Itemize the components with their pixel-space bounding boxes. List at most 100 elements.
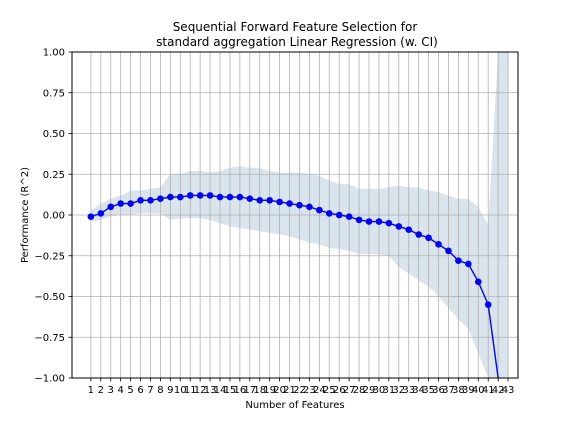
x-tick-label: 15: [224, 385, 237, 396]
x-tick-label: 13: [204, 385, 217, 396]
x-tick-label: 11: [184, 385, 197, 396]
data-point: [276, 198, 283, 206]
data-point: [306, 203, 313, 211]
x-axis-ticks: 1 2 3 4 5 6 7 8 9 1011121314151617181920212223242…: [88, 378, 515, 396]
data-point: [365, 218, 373, 225]
data-point: [206, 192, 214, 199]
data-point: [196, 192, 204, 199]
x-tick-label: 43: [502, 385, 515, 396]
data-point: [474, 278, 482, 286]
data-point: [455, 257, 462, 264]
x-tick-label: 36: [432, 385, 445, 396]
x-tick-label: 30: [373, 385, 386, 396]
data-point: [415, 231, 422, 238]
data-point: [256, 197, 264, 204]
data-point: [117, 200, 124, 207]
x-tick-label: 28: [353, 385, 366, 396]
y-tick-label: 1.00: [43, 48, 65, 59]
y-tick-label: −1.00: [34, 374, 65, 385]
y-tick-label: 0.00: [43, 211, 65, 222]
x-tick-label: 4: [117, 385, 123, 396]
data-point: [176, 193, 184, 201]
y-tick-label: 0.50: [43, 129, 65, 140]
x-tick-label: 6: [137, 385, 143, 396]
x-tick-label: 27: [343, 385, 356, 396]
data-point: [286, 200, 293, 207]
data-point: [107, 203, 115, 211]
data-point: [296, 201, 303, 209]
data-point: [87, 213, 95, 220]
data-point: [465, 260, 472, 268]
data-point: [147, 197, 154, 204]
x-tick-label: 35: [422, 385, 435, 396]
x-tick-label: 38: [452, 385, 465, 396]
data-point: [335, 211, 343, 219]
grid-lines: [72, 51, 518, 379]
x-tick-label: 23: [303, 385, 316, 396]
data-point: [127, 200, 134, 207]
data-point: [395, 223, 403, 230]
x-tick-label: 14: [214, 385, 227, 396]
y-tick-label: 0.75: [43, 88, 65, 99]
plot-area: [71, 51, 519, 379]
x-tick-label: 10: [174, 385, 187, 396]
x-tick-label: 12: [194, 385, 207, 396]
x-tick-label: 34: [412, 385, 425, 396]
x-axis-label: Number of Features: [245, 400, 344, 411]
series: [87, 192, 499, 379]
x-tick-label: 42: [492, 385, 505, 396]
chart-title-line-1: Sequential Forward Feature Selection for: [173, 20, 418, 34]
chart-title-line-2: standard aggregation Linear Regression (…: [156, 35, 438, 49]
x-tick-label: 21: [283, 385, 296, 396]
data-point: [236, 193, 244, 201]
data-point: [425, 234, 432, 242]
x-tick-label: 29: [363, 385, 376, 396]
data-point: [216, 193, 224, 201]
data-point: [226, 193, 234, 201]
data-point: [157, 195, 164, 202]
data-point: [137, 197, 144, 204]
data-point: [345, 213, 353, 220]
data-point: [355, 216, 363, 224]
data-point: [435, 241, 442, 248]
x-tick-label: 20: [273, 385, 286, 396]
data-point: [484, 301, 492, 308]
y-tick-label: −0.75: [34, 333, 65, 344]
data-point: [445, 247, 452, 255]
x-tick-label: 31: [383, 385, 396, 396]
x-tick-label: 5: [127, 385, 133, 396]
x-tick-label: 3: [108, 385, 114, 396]
y-tick-label: −0.50: [34, 292, 65, 303]
data-point: [186, 192, 194, 199]
x-tick-label: 33: [402, 385, 415, 396]
x-tick-label: 7: [147, 385, 153, 396]
data-point: [375, 218, 383, 225]
x-tick-label: 37: [442, 385, 455, 396]
y-tick-label: −0.25: [34, 251, 65, 262]
data-point: [167, 193, 174, 201]
data-point: [325, 210, 333, 217]
x-tick-label: 39: [462, 385, 475, 396]
x-tick-label: 1: [88, 385, 94, 396]
x-tick-label: 18: [253, 385, 266, 396]
data-point: [385, 219, 393, 227]
x-tick-label: 22: [293, 385, 306, 396]
x-tick-label: 19: [263, 385, 276, 396]
x-tick-label: 40: [472, 385, 485, 396]
x-tick-label: 2: [98, 385, 104, 396]
data-point: [97, 210, 105, 217]
x-tick-label: 17: [243, 385, 256, 396]
data-point: [316, 206, 323, 214]
x-tick-label: 26: [333, 385, 346, 396]
y-axis-label: Performance (R^2): [20, 167, 31, 263]
x-tick-label: 41: [482, 385, 495, 396]
data-point: [246, 195, 254, 202]
x-tick-label: 32: [392, 385, 405, 396]
data-point: [266, 197, 273, 204]
x-tick-label: 24: [313, 385, 326, 396]
x-tick-label: 8: [157, 385, 163, 396]
x-tick-label: 9: [167, 385, 173, 396]
data-point: [405, 226, 413, 233]
y-axis-ticks: −1.00 −0.75 −0.50 −0.25 0.00 0.25 0.50 0.75 1.00: [34, 48, 72, 385]
